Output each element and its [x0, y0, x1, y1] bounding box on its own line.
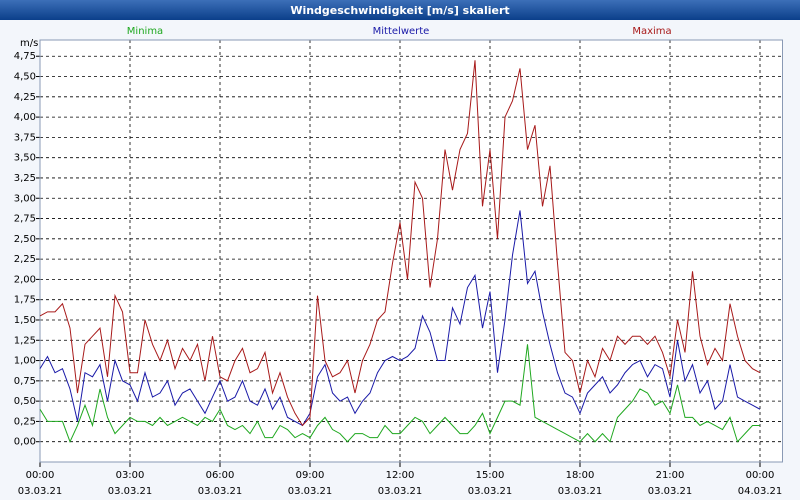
x-tick-date: 03.03.21: [648, 486, 693, 497]
plot-area: [40, 40, 782, 462]
legend-label: Minima: [127, 26, 163, 37]
legend-label: Maxima: [632, 26, 671, 37]
x-tick-label: 00:00: [746, 470, 775, 481]
y-axis-label: m/s: [20, 38, 38, 49]
y-tick-label: 0,75: [14, 376, 36, 387]
y-tick-label: 4,00: [14, 112, 36, 123]
y-tick-label: 3,00: [14, 193, 36, 204]
x-tick-label: 21:00: [656, 470, 685, 481]
x-tick-label: 18:00: [566, 470, 595, 481]
y-tick-label: 2,75: [14, 214, 36, 225]
x-tick-date: 03.03.21: [468, 486, 513, 497]
x-tick-label: 00:00: [26, 470, 55, 481]
x-tick-date: 04.03.21: [738, 486, 783, 497]
x-tick-label: 15:00: [476, 470, 505, 481]
y-tick-label: 2,00: [14, 274, 36, 285]
y-tick-label: 3,75: [14, 132, 36, 143]
y-tick-label: 2,25: [14, 254, 36, 265]
series-line: [39, 344, 760, 444]
y-tick-label: 1,25: [14, 335, 36, 346]
x-tick-date: 03.03.21: [378, 486, 423, 497]
legend-label: Mittelwerte: [373, 26, 430, 37]
y-tick-label: 4,50: [14, 72, 36, 83]
y-tick-label: 1,50: [14, 315, 36, 326]
y-tick-label: 3,25: [14, 173, 36, 184]
chart-title: Windgeschwindigkeit [m/s] skaliert: [290, 4, 509, 17]
x-tick-date: 03.03.21: [108, 486, 153, 497]
x-tick-label: 09:00: [296, 470, 325, 481]
x-tick-date: 03.03.21: [288, 486, 333, 497]
x-tick-date: 03.03.21: [18, 486, 63, 497]
y-tick-label: 0,00: [14, 437, 36, 448]
x-tick-label: 03:00: [116, 470, 145, 481]
x-tick-label: 06:00: [206, 470, 235, 481]
series-line: [39, 60, 761, 427]
y-tick-label: 3,50: [14, 153, 36, 164]
y-tick-label: 0,25: [14, 416, 36, 427]
y-tick-label: 4,25: [14, 92, 36, 103]
x-tick-date: 03.03.21: [198, 486, 243, 497]
y-tick-label: 4,75: [14, 51, 36, 62]
y-tick-label: 1,75: [14, 295, 36, 306]
x-tick-date: 03.03.21: [558, 486, 603, 497]
plot-frame: [39, 39, 783, 463]
series-line: [39, 210, 761, 427]
y-tick-label: 2,50: [14, 234, 36, 245]
y-tick-label: 0,50: [14, 396, 36, 407]
y-tick-label: 1,00: [14, 356, 36, 367]
title-bar: [0, 0, 800, 20]
x-tick-label: 12:00: [386, 470, 415, 481]
